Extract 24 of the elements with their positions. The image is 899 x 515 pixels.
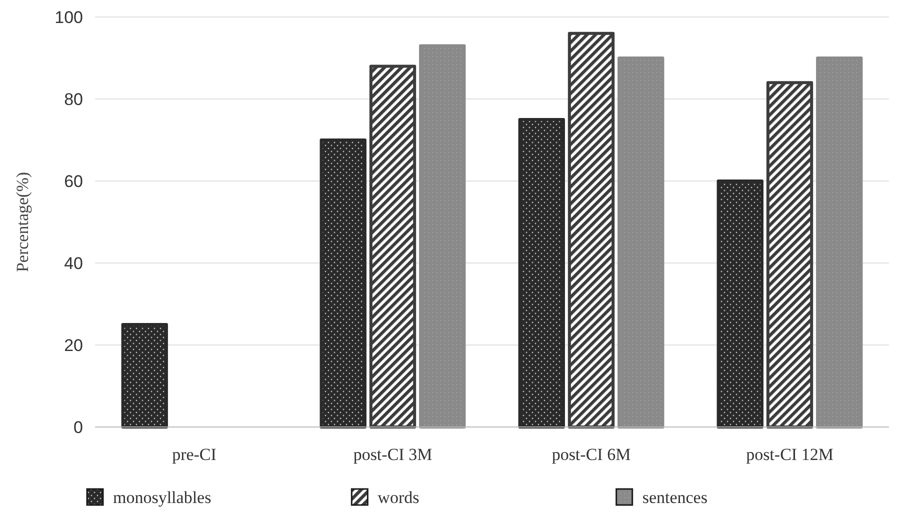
bar	[766, 81, 814, 428]
bar	[419, 44, 466, 428]
bar	[568, 32, 615, 428]
bar	[320, 138, 366, 428]
x-tick-label: post-CI 6M	[552, 445, 631, 464]
x-tick-label: post-CI 12M	[746, 445, 834, 464]
y-tick-label: 60	[64, 172, 83, 191]
legend-label: monosyllables	[113, 488, 212, 507]
bar	[121, 323, 168, 428]
x-tick-label: post-CI 3M	[353, 445, 432, 464]
y-tick-label: 40	[64, 254, 83, 273]
y-tick-label: 80	[64, 90, 83, 109]
y-tick-label: 0	[74, 418, 83, 437]
y-tick-label: 20	[64, 336, 83, 355]
x-tick-label: pre-CI	[172, 445, 217, 464]
legend-label: sentences	[642, 488, 708, 507]
y-axis-title: Percentage(%)	[13, 172, 32, 272]
bar	[716, 180, 764, 428]
legend-label: words	[378, 488, 420, 507]
bar	[816, 56, 863, 428]
bar	[618, 56, 664, 428]
bar	[518, 118, 565, 428]
bar	[369, 64, 416, 428]
y-tick-label: 100	[54, 8, 83, 27]
